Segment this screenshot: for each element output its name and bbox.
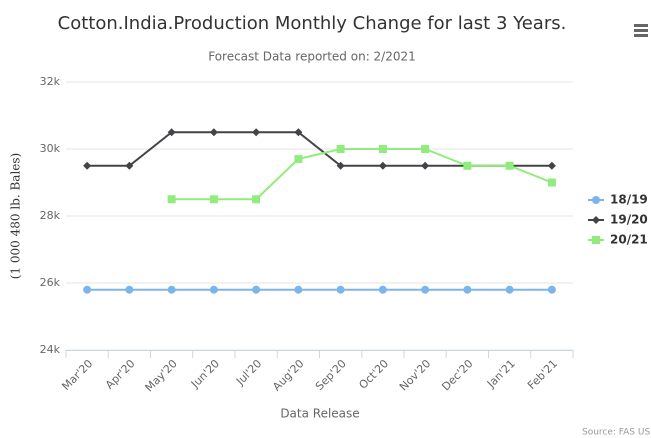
series-line bbox=[171, 148, 553, 201]
data-point bbox=[463, 161, 472, 170]
data-point bbox=[294, 285, 303, 294]
data-point bbox=[83, 285, 92, 294]
x-tick-label: Sep'20 bbox=[313, 357, 349, 393]
x-tick-label: Nov'20 bbox=[397, 357, 433, 393]
y-tick-label: 32k bbox=[40, 75, 61, 88]
x-tick-label: Oct'20 bbox=[356, 357, 391, 392]
data-point bbox=[336, 161, 345, 170]
menu-bar bbox=[634, 34, 648, 37]
data-point bbox=[167, 285, 176, 294]
x-tick-label: Jan'21 bbox=[484, 357, 518, 391]
data-point bbox=[378, 145, 387, 153]
data-point bbox=[505, 285, 514, 294]
x-tick-label: May'20 bbox=[143, 357, 180, 394]
data-point bbox=[252, 285, 261, 294]
y-tick-label: 30k bbox=[40, 142, 61, 155]
x-tick-label: Jun'20 bbox=[188, 357, 222, 391]
x-tick-label: Aug'20 bbox=[270, 357, 306, 393]
menu-bar bbox=[634, 24, 648, 27]
data-point bbox=[547, 178, 556, 187]
data-point bbox=[167, 195, 176, 204]
chart-title: Cotton.India.Production Monthly Change f… bbox=[58, 13, 567, 34]
data-point bbox=[336, 285, 345, 294]
data-point bbox=[209, 195, 218, 204]
credit: Source: FAS USDA bbox=[582, 428, 651, 438]
data-point bbox=[378, 285, 387, 294]
y-tick-label: 26k bbox=[40, 276, 61, 289]
data-point bbox=[421, 145, 430, 153]
data-point bbox=[505, 161, 514, 170]
data-point bbox=[125, 161, 134, 170]
x-tick-label: Apr'20 bbox=[103, 357, 138, 392]
data-point bbox=[547, 285, 556, 294]
menu-bar bbox=[634, 29, 648, 32]
y-tick-label: 24k bbox=[40, 343, 61, 356]
legend-label: 18/19 bbox=[610, 193, 648, 207]
data-point bbox=[378, 161, 387, 170]
chart-subtitle: Forecast Data reported on: 2/2021 bbox=[208, 50, 416, 64]
legend-label: 20/21 bbox=[610, 233, 648, 247]
data-point bbox=[463, 285, 472, 294]
x-tick-label: Jul'20 bbox=[233, 357, 264, 388]
menu-button[interactable] bbox=[634, 24, 648, 37]
x-axis-label: Data Release bbox=[280, 407, 359, 421]
legend-symbol bbox=[592, 196, 600, 204]
data-point bbox=[209, 128, 218, 137]
data-point bbox=[252, 195, 261, 204]
data-point bbox=[294, 155, 303, 164]
y-tick-label: 28k bbox=[40, 209, 61, 222]
x-tick-label: Dec'20 bbox=[439, 357, 475, 393]
x-tick-label: Feb'21 bbox=[525, 357, 560, 392]
data-point bbox=[336, 145, 345, 153]
data-point bbox=[83, 161, 92, 170]
legend-label: 19/20 bbox=[610, 213, 648, 227]
legend-symbol bbox=[592, 216, 600, 224]
data-point bbox=[125, 285, 134, 294]
data-point bbox=[209, 285, 218, 294]
data-point bbox=[421, 161, 430, 170]
data-point bbox=[294, 128, 303, 137]
data-point bbox=[252, 128, 261, 137]
data-point bbox=[547, 161, 556, 170]
data-point bbox=[421, 285, 430, 294]
y-axis-label: (1 000 480 lb. Bales) bbox=[9, 153, 23, 279]
x-tick-label: Mar'20 bbox=[59, 357, 95, 393]
legend-symbol bbox=[592, 236, 600, 244]
data-point bbox=[167, 128, 176, 137]
